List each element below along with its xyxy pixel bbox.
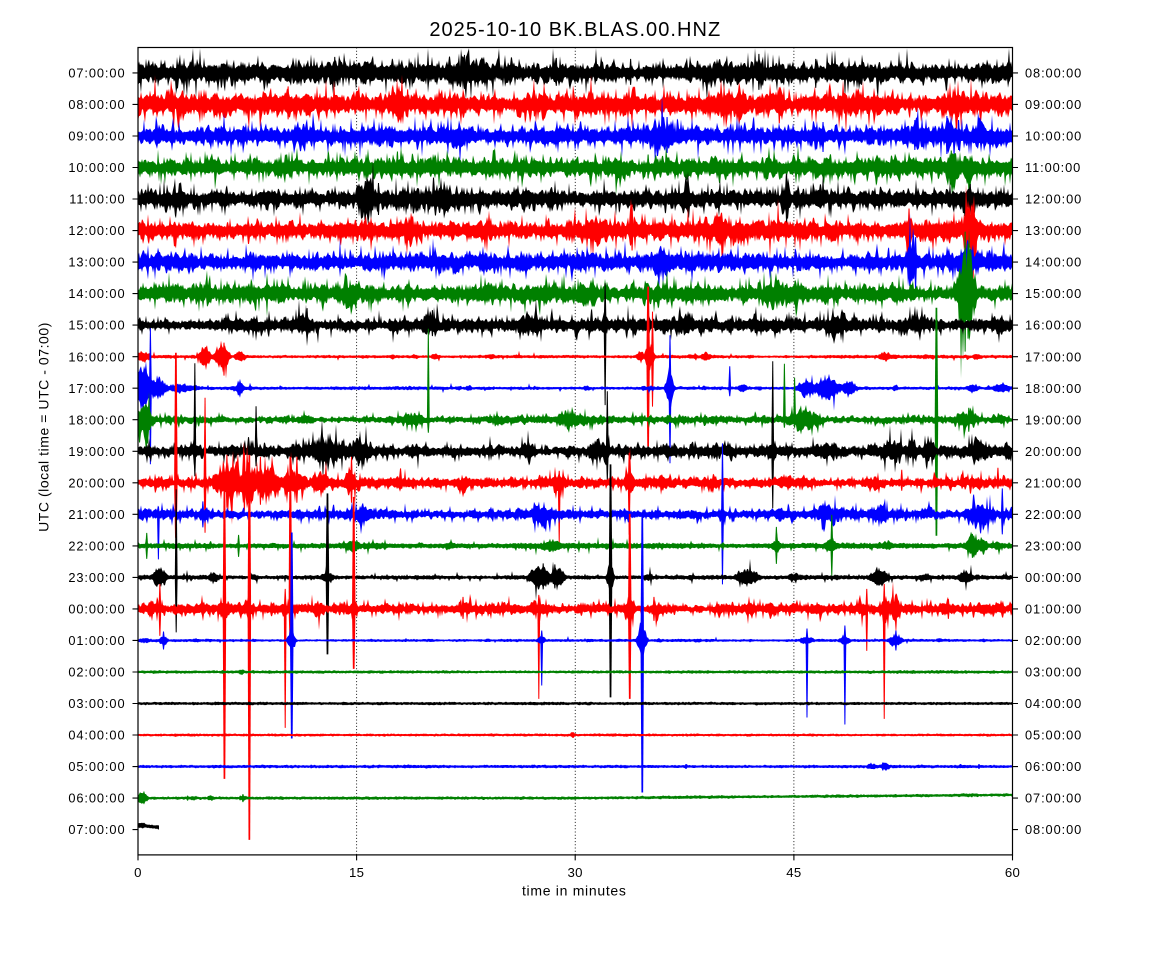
svg-text:06:00:00: 06:00:00 [1025, 759, 1082, 774]
svg-text:07:00:00: 07:00:00 [68, 822, 125, 837]
svg-text:04:00:00: 04:00:00 [1025, 696, 1082, 711]
svg-text:22:00:00: 22:00:00 [1025, 507, 1082, 522]
svg-text:14:00:00: 14:00:00 [68, 286, 125, 301]
svg-text:05:00:00: 05:00:00 [68, 759, 125, 774]
svg-text:16:00:00: 16:00:00 [68, 349, 125, 364]
svg-text:04:00:00: 04:00:00 [68, 728, 125, 743]
svg-text:10:00:00: 10:00:00 [68, 160, 125, 175]
svg-text:19:00:00: 19:00:00 [68, 444, 125, 459]
svg-text:21:00:00: 21:00:00 [1025, 475, 1082, 490]
svg-text:03:00:00: 03:00:00 [68, 696, 125, 711]
svg-text:16:00:00: 16:00:00 [1025, 318, 1082, 333]
svg-text:06:00:00: 06:00:00 [68, 791, 125, 806]
svg-text:01:00:00: 01:00:00 [68, 633, 125, 648]
svg-text:02:00:00: 02:00:00 [1025, 633, 1082, 648]
svg-text:10:00:00: 10:00:00 [1025, 129, 1082, 144]
svg-text:15:00:00: 15:00:00 [1025, 286, 1082, 301]
svg-text:UTC (local time = UTC - 07:00): UTC (local time = UTC - 07:00) [36, 322, 52, 532]
svg-text:02:00:00: 02:00:00 [68, 665, 125, 680]
svg-text:05:00:00: 05:00:00 [1025, 728, 1082, 743]
svg-text:13:00:00: 13:00:00 [68, 255, 125, 270]
svg-text:60: 60 [1005, 865, 1020, 880]
svg-text:19:00:00: 19:00:00 [1025, 412, 1082, 427]
svg-text:14:00:00: 14:00:00 [1025, 255, 1082, 270]
svg-text:21:00:00: 21:00:00 [68, 507, 125, 522]
svg-text:time in minutes: time in minutes [522, 882, 627, 898]
svg-text:15:00:00: 15:00:00 [68, 318, 125, 333]
svg-text:03:00:00: 03:00:00 [1025, 665, 1082, 680]
svg-text:11:00:00: 11:00:00 [1025, 160, 1081, 175]
svg-text:07:00:00: 07:00:00 [1025, 791, 1082, 806]
svg-text:20:00:00: 20:00:00 [1025, 444, 1082, 459]
svg-text:15: 15 [349, 865, 364, 880]
svg-text:30: 30 [568, 865, 583, 880]
svg-text:18:00:00: 18:00:00 [1025, 381, 1082, 396]
svg-text:13:00:00: 13:00:00 [1025, 223, 1082, 238]
svg-text:00:00:00: 00:00:00 [68, 602, 125, 617]
svg-text:18:00:00: 18:00:00 [68, 412, 125, 427]
svg-text:08:00:00: 08:00:00 [1025, 822, 1082, 837]
svg-text:17:00:00: 17:00:00 [1025, 349, 1082, 364]
svg-text:17:00:00: 17:00:00 [68, 381, 125, 396]
svg-text:00:00:00: 00:00:00 [1025, 570, 1082, 585]
svg-text:11:00:00: 11:00:00 [69, 192, 125, 207]
svg-text:12:00:00: 12:00:00 [68, 223, 125, 238]
svg-text:22:00:00: 22:00:00 [68, 539, 125, 554]
svg-text:09:00:00: 09:00:00 [1025, 97, 1082, 112]
svg-text:08:00:00: 08:00:00 [68, 97, 125, 112]
svg-text:08:00:00: 08:00:00 [1025, 66, 1082, 81]
svg-text:12:00:00: 12:00:00 [1025, 192, 1082, 207]
svg-text:45: 45 [786, 865, 801, 880]
svg-text:09:00:00: 09:00:00 [68, 129, 125, 144]
svg-text:23:00:00: 23:00:00 [1025, 539, 1082, 554]
svg-text:23:00:00: 23:00:00 [68, 570, 125, 585]
svg-text:0: 0 [134, 865, 142, 880]
svg-text:01:00:00: 01:00:00 [1025, 602, 1082, 617]
svg-text:20:00:00: 20:00:00 [68, 475, 125, 490]
svg-text:2025-10-10 BK.BLAS.00.HNZ: 2025-10-10 BK.BLAS.00.HNZ [429, 19, 721, 41]
svg-text:07:00:00: 07:00:00 [68, 66, 125, 81]
